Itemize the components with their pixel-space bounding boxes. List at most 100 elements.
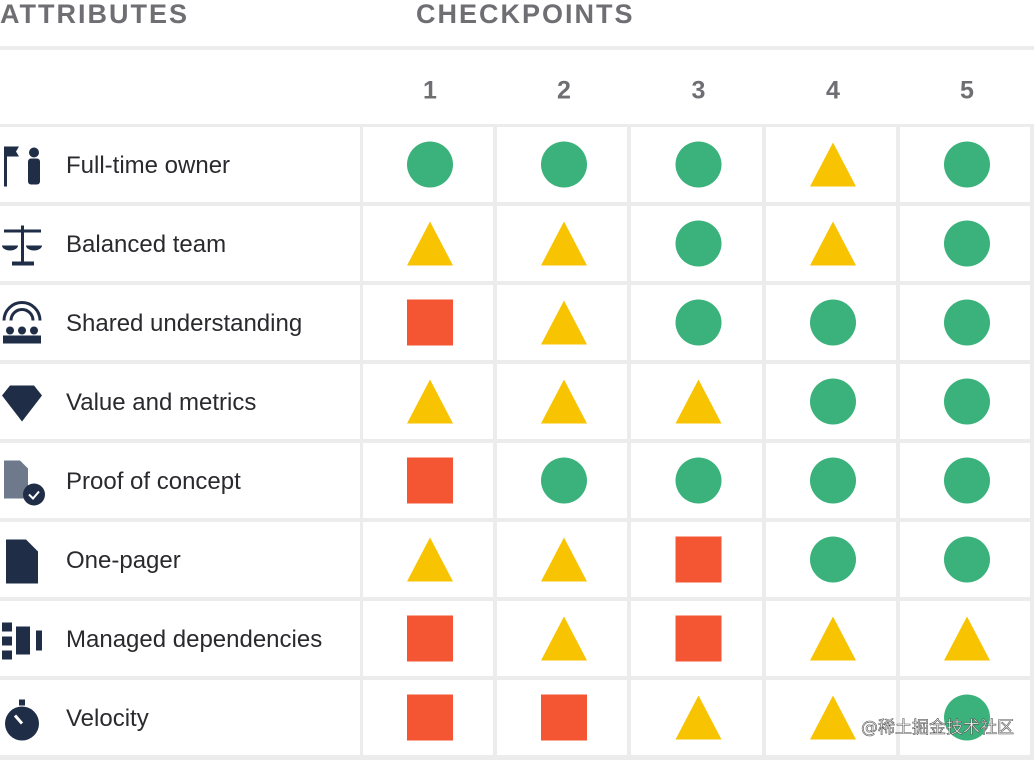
icon-part bbox=[2, 636, 12, 646]
row-icon bbox=[2, 301, 42, 344]
status-triangle bbox=[407, 221, 453, 266]
watermark: @稀土掘金技术社区 bbox=[861, 718, 1014, 738]
icon-part bbox=[28, 490, 40, 500]
row-label: One-pager bbox=[66, 547, 181, 574]
row-label: Value and metrics bbox=[66, 389, 256, 416]
status-triangle bbox=[944, 616, 990, 661]
status-circle bbox=[810, 457, 856, 504]
status-circle bbox=[810, 536, 856, 583]
status-triangle bbox=[810, 221, 856, 266]
status-triangle bbox=[541, 221, 587, 266]
icon-part bbox=[21, 225, 24, 262]
status-triangle bbox=[810, 695, 856, 740]
icon-part bbox=[6, 326, 14, 335]
status-triangle bbox=[675, 379, 722, 424]
status-triangle bbox=[675, 695, 722, 740]
label-cell bbox=[0, 522, 360, 597]
row-label: Managed dependencies bbox=[66, 626, 322, 653]
icon-part bbox=[2, 385, 42, 422]
icon-part bbox=[4, 146, 19, 187]
status-circle bbox=[810, 299, 856, 346]
icon-part bbox=[36, 630, 42, 651]
status-circle bbox=[675, 220, 722, 267]
row-label: Balanced team bbox=[66, 231, 226, 258]
row-icon bbox=[2, 622, 42, 660]
icon-part bbox=[2, 650, 12, 660]
icon-part bbox=[12, 261, 34, 266]
icon-part bbox=[4, 460, 28, 499]
label-cell bbox=[0, 364, 360, 439]
row-label: Full-time owner bbox=[66, 152, 230, 179]
status-square bbox=[407, 694, 453, 741]
status-square bbox=[407, 457, 453, 504]
icon-part bbox=[4, 229, 41, 233]
status-circle bbox=[541, 457, 587, 504]
status-circle bbox=[944, 378, 990, 425]
status-triangle bbox=[541, 537, 587, 582]
attributes-heading: ATTRIBUTES bbox=[0, 0, 189, 29]
icon-part bbox=[23, 483, 45, 506]
row-label: Velocity bbox=[66, 705, 149, 732]
icon-part bbox=[2, 245, 42, 251]
status-circle bbox=[810, 378, 856, 425]
status-circle bbox=[944, 141, 990, 188]
icon-part bbox=[18, 326, 26, 335]
row-icon bbox=[4, 460, 45, 506]
label-cell bbox=[0, 206, 360, 281]
row-icon bbox=[6, 539, 38, 584]
column-number: 5 bbox=[960, 77, 974, 105]
status-circle bbox=[944, 536, 990, 583]
icon-part bbox=[19, 699, 25, 706]
header-band bbox=[0, 0, 1034, 46]
icon-part bbox=[28, 158, 40, 185]
row-icon bbox=[2, 385, 42, 422]
status-square bbox=[407, 299, 453, 346]
icon-part bbox=[29, 147, 39, 158]
row-icon bbox=[5, 699, 39, 741]
label-cell bbox=[0, 285, 360, 360]
icon-part bbox=[16, 626, 30, 655]
label-cell bbox=[0, 601, 360, 676]
status-circle bbox=[675, 141, 722, 188]
icon-part bbox=[30, 326, 38, 335]
checkpoints-heading: CHECKPOINTS bbox=[416, 0, 635, 29]
status-circle bbox=[675, 299, 722, 346]
icon-part bbox=[2, 622, 12, 632]
row-label: Proof of concept bbox=[66, 468, 241, 495]
label-cell bbox=[0, 443, 360, 518]
status-circle bbox=[675, 457, 722, 504]
row-icon bbox=[2, 225, 42, 266]
status-triangle bbox=[541, 379, 587, 424]
icon-part bbox=[9, 308, 35, 321]
status-triangle bbox=[810, 616, 856, 661]
status-square bbox=[675, 536, 722, 583]
column-number: 4 bbox=[826, 77, 840, 105]
status-circle bbox=[944, 457, 990, 504]
icon-part bbox=[13, 714, 24, 725]
status-square bbox=[541, 694, 587, 741]
status-square bbox=[675, 615, 722, 662]
icon-part bbox=[2, 301, 42, 321]
status-circle bbox=[407, 141, 453, 188]
icon-part bbox=[6, 539, 38, 584]
row-label: Shared understanding bbox=[66, 310, 302, 337]
icon-part bbox=[3, 335, 41, 344]
status-triangle bbox=[407, 379, 453, 424]
column-number: 3 bbox=[692, 77, 706, 105]
status-circle bbox=[541, 141, 587, 188]
status-triangle bbox=[407, 537, 453, 582]
status-circle bbox=[944, 299, 990, 346]
number-band bbox=[0, 50, 1034, 124]
status-triangle bbox=[541, 616, 587, 661]
status-triangle bbox=[810, 142, 856, 187]
status-triangle bbox=[541, 300, 587, 345]
label-cell bbox=[0, 127, 360, 202]
column-number: 2 bbox=[557, 77, 571, 105]
status-circle bbox=[944, 220, 990, 267]
status-square bbox=[407, 615, 453, 662]
column-number: 1 bbox=[423, 77, 437, 105]
status-circle bbox=[944, 694, 990, 741]
row-icon bbox=[4, 146, 40, 187]
label-cell bbox=[0, 680, 360, 755]
